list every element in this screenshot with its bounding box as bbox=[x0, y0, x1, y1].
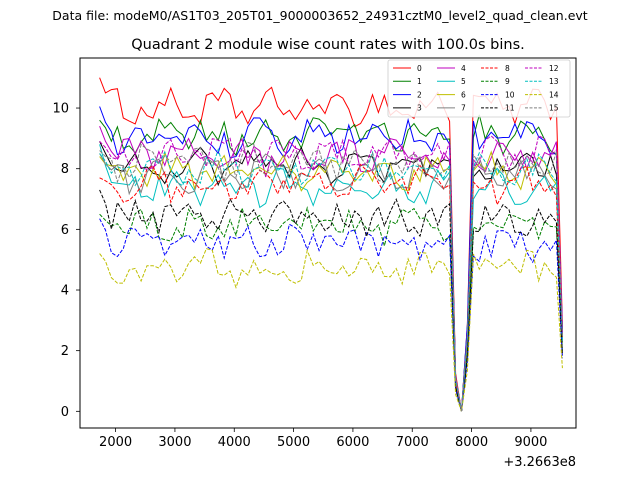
x-tick-label: 2000 bbox=[99, 435, 132, 450]
series-line-5 bbox=[99, 144, 563, 412]
legend-label-2: 2 bbox=[417, 90, 422, 99]
legend-label-0: 0 bbox=[417, 64, 422, 73]
legend-label-14: 14 bbox=[549, 90, 559, 99]
series-layer bbox=[99, 77, 563, 412]
chart-title: Quadrant 2 module wise count rates with … bbox=[131, 37, 525, 53]
y-tick-label: 2 bbox=[61, 344, 69, 359]
plot-area bbox=[79, 57, 577, 429]
x-tick-label: 5000 bbox=[277, 435, 310, 450]
x-tick-label: 9000 bbox=[514, 435, 547, 450]
legend-label-6: 6 bbox=[461, 90, 466, 99]
y-tick-label: 8 bbox=[61, 162, 69, 177]
legend-label-4: 4 bbox=[461, 64, 466, 73]
y-tick-label: 4 bbox=[61, 284, 69, 299]
legend-box bbox=[387, 59, 571, 118]
series-line-13 bbox=[99, 147, 563, 412]
legend-label-7: 7 bbox=[461, 104, 466, 113]
series-line-11 bbox=[99, 189, 563, 412]
series-line-14 bbox=[99, 247, 563, 412]
x-tick-label: 7000 bbox=[396, 435, 429, 450]
legend-label-3: 3 bbox=[417, 104, 422, 113]
series-line-7 bbox=[99, 153, 563, 412]
x-tick-label: 8000 bbox=[455, 435, 488, 450]
series-line-12 bbox=[99, 134, 563, 412]
legend-label-12: 12 bbox=[549, 64, 559, 73]
x-tick-label: 6000 bbox=[336, 435, 369, 450]
x-tick-label: 4000 bbox=[218, 435, 251, 450]
series-line-2 bbox=[99, 106, 563, 412]
x-tick-label: 3000 bbox=[158, 435, 191, 450]
legend-label-10: 10 bbox=[505, 90, 515, 99]
y-tick-label: 6 bbox=[61, 223, 69, 238]
x-offset-label: +3.2663e8 bbox=[503, 455, 576, 470]
legend-label-8: 8 bbox=[505, 64, 510, 73]
chart-suptitle: Data file: modeM0/AS1T03_205T01_90000036… bbox=[52, 8, 587, 23]
legend-label-11: 11 bbox=[505, 104, 515, 113]
legend-label-9: 9 bbox=[505, 77, 510, 86]
x-axis: 2000 3000 4000 5000 6000 7000 8000 9000 bbox=[99, 428, 547, 450]
y-tick-label: 0 bbox=[61, 405, 69, 420]
y-axis: 0 2 4 6 8 10 bbox=[52, 102, 80, 420]
series-line-4 bbox=[99, 126, 563, 412]
series-line-10 bbox=[99, 218, 563, 412]
legend-label-15: 15 bbox=[549, 104, 559, 113]
series-line-15 bbox=[99, 141, 563, 412]
y-tick-label: 10 bbox=[52, 102, 69, 117]
series-line-8 bbox=[99, 163, 563, 412]
legend-label-13: 13 bbox=[549, 77, 559, 86]
legend-label-1: 1 bbox=[417, 77, 422, 86]
series-line-1 bbox=[99, 114, 563, 412]
axes-frame bbox=[79, 57, 577, 429]
series-line-9 bbox=[99, 205, 563, 412]
legend-label-5: 5 bbox=[461, 77, 466, 86]
